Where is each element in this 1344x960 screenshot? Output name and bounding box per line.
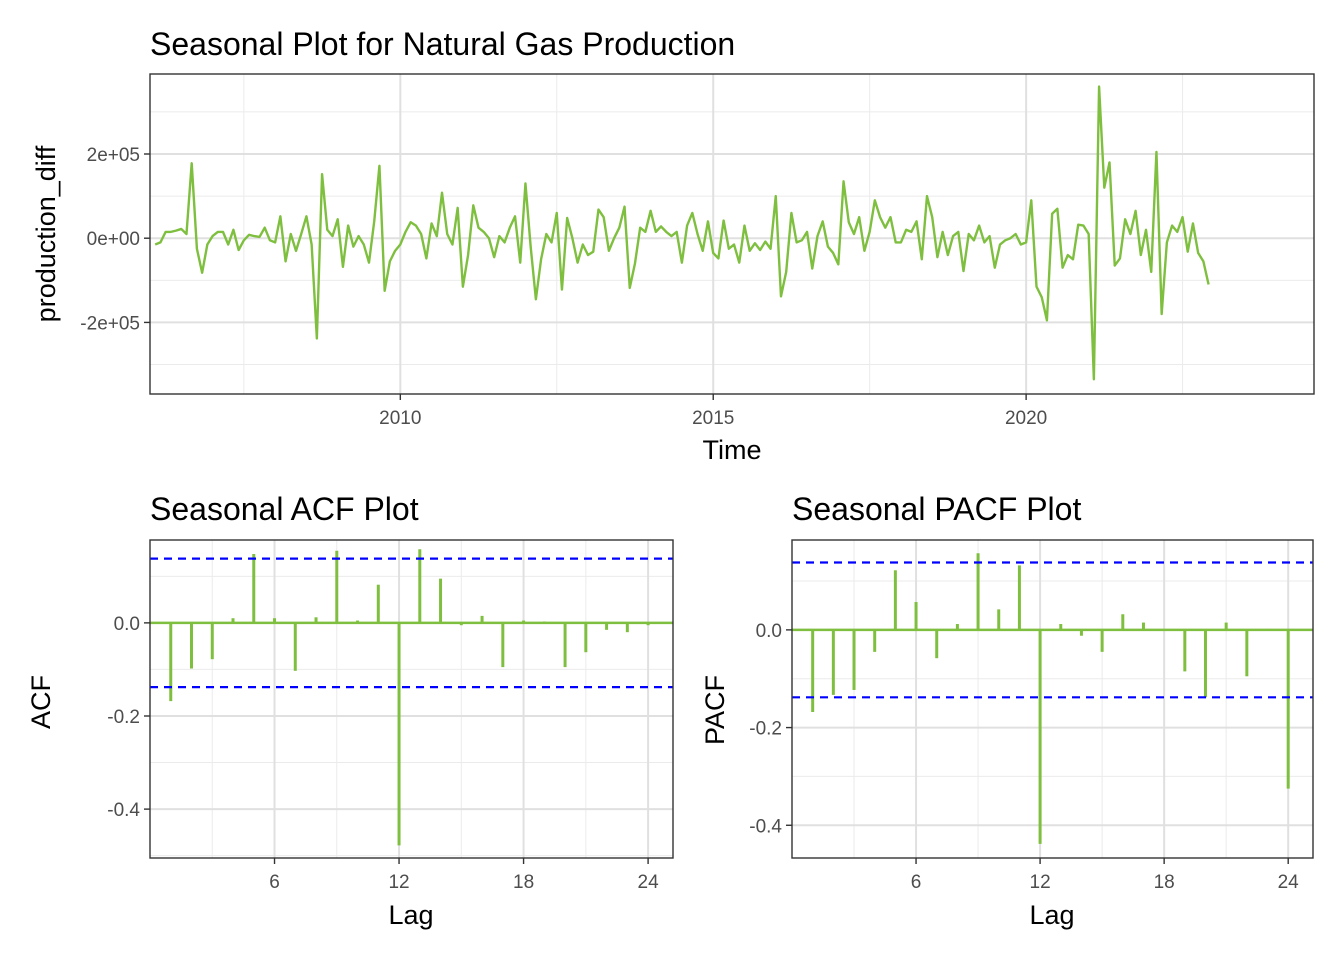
pacf-x-tick-label: 24 (1278, 872, 1300, 893)
pacf-x-axis: 6 12 18 24 (911, 858, 1299, 893)
ts-x-axis: 2010 2015 2020 (379, 394, 1047, 429)
pacf-y-tick-label: -0.4 (749, 816, 782, 837)
pacf-panel: Seasonal PACF Plot 6 12 18 24 -0.4 -0.2 0.0 L… (700, 491, 1314, 930)
acf-bars (150, 549, 673, 846)
acf-x-tick-label: 12 (388, 872, 409, 893)
ts-x-tick-label: 2020 (1005, 408, 1047, 429)
pacf-gridlines (792, 540, 1313, 858)
acf-x-tick-label: 6 (269, 872, 280, 893)
acf-y-tick-label: 0.0 (114, 614, 140, 635)
ts-series-line (154, 85, 1210, 381)
acf-panel-border (149, 539, 674, 859)
acf-panel-background (150, 540, 673, 858)
acf-x-axis: 6 12 18 24 (269, 858, 659, 893)
ts-x-axis-title: Time (703, 435, 762, 465)
acf-gridlines (150, 540, 673, 858)
pacf-y-axis-title: PACF (700, 675, 730, 745)
acf-panel: Seasonal ACF Plot 6 12 18 24 -0.4 -0.2 0.0 La… (26, 491, 674, 930)
ts-y-tick-label: -2e+05 (80, 313, 140, 334)
ts-panel-background (150, 74, 1314, 394)
ts-y-tick-label: 2e+05 (87, 145, 140, 166)
acf-title: Seasonal ACF Plot (150, 491, 419, 527)
time-series-panel: Seasonal Plot for Natural Gas Production… (31, 26, 1315, 465)
pacf-y-axis: -0.4 -0.2 0.0 (749, 621, 792, 837)
ts-y-tick-label: 0e+00 (87, 229, 140, 250)
pacf-title: Seasonal PACF Plot (792, 491, 1081, 527)
acf-y-tick-label: -0.2 (107, 707, 140, 728)
ts-y-axis: -2e+05 0e+00 2e+05 (80, 145, 150, 334)
ts-title: Seasonal Plot for Natural Gas Production (150, 26, 735, 62)
pacf-y-tick-label: -0.2 (749, 719, 782, 740)
acf-x-tick-label: 24 (638, 872, 660, 893)
acf-y-tick-label: -0.4 (107, 800, 140, 821)
acf-x-tick-label: 18 (513, 872, 534, 893)
pacf-x-tick-label: 12 (1030, 872, 1051, 893)
pacf-x-axis-title: Lag (1029, 900, 1074, 930)
ts-x-tick-label: 2010 (379, 408, 421, 429)
pacf-x-tick-label: 6 (911, 872, 922, 893)
pacf-y-tick-label: 0.0 (756, 621, 782, 642)
acf-y-axis-title: ACF (26, 675, 56, 729)
pacf-panel-background (792, 540, 1313, 858)
acf-x-axis-title: Lag (388, 900, 433, 930)
pacf-x-tick-label: 18 (1154, 872, 1175, 893)
ts-x-tick-label: 2015 (692, 408, 734, 429)
ts-panel-border (149, 73, 1315, 395)
pacf-panel-border (791, 539, 1314, 859)
ts-y-axis-title: production_diff (31, 145, 61, 322)
acf-y-axis: -0.4 -0.2 0.0 (107, 614, 150, 821)
ts-gridlines (150, 74, 1314, 394)
pacf-bars (792, 553, 1313, 844)
ts-series (154, 85, 1210, 381)
